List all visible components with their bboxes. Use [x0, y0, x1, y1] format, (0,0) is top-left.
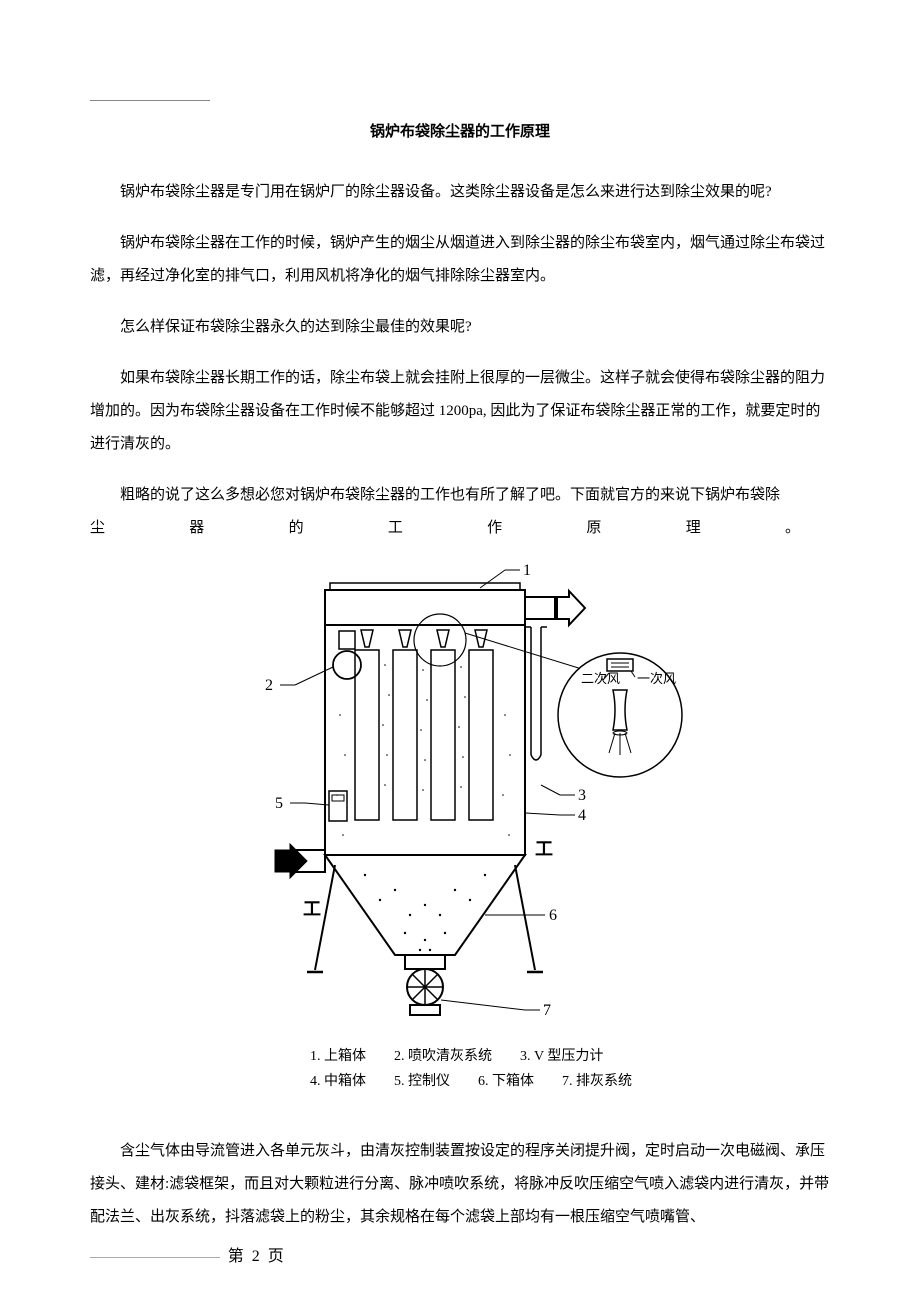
paragraph-3: 怎么样保证布袋除尘器永久的达到除尘最佳的效果呢? — [90, 311, 830, 344]
filter-bags — [355, 630, 493, 820]
page-number: 第 2 页 — [228, 1248, 286, 1265]
leader-1 — [480, 570, 505, 588]
legend-line-1: 1. 上箱体 2. 喷吹清灰系统 3. V 型压力计 — [310, 1048, 603, 1064]
pressure-marker-lower: 工 — [303, 899, 321, 919]
outlet-pipe — [525, 597, 555, 619]
paragraph-2: 锅炉布袋除尘器在工作的时候，锅炉产生的烟尘从烟道进入到除尘器的除尘布袋室内，烟气… — [90, 227, 830, 293]
upper-box — [325, 590, 525, 625]
document-title: 锅炉布袋除尘器的工作原理 — [90, 120, 830, 141]
char: 器 — [189, 512, 204, 545]
leader-4 — [525, 813, 560, 815]
paragraph-6: 含尘气体由导流管进入各单元灰斗，由清灰控制装置按设定的程序关闭提升阀，定时启动一… — [90, 1135, 830, 1234]
label-3: 3 — [578, 787, 586, 804]
page-container: 锅炉布袋除尘器的工作原理 锅炉布袋除尘器是专门用在锅炉厂的除尘器设备。这类除尘器… — [0, 0, 920, 1292]
blow-cap — [339, 631, 355, 649]
leader-3 — [541, 785, 560, 795]
char: 原 — [586, 512, 601, 545]
char: 理 — [686, 512, 701, 545]
dust-collector-diagram: 二次风 一次风 工 工 — [225, 555, 695, 1115]
paragraph-5-line1: 粗略的说了这么多想必您对锅炉布袋除尘器的工作也有所了解了吧。下面就官方的来说下锅… — [90, 479, 830, 512]
outlet-arrow-icon — [557, 591, 585, 625]
secondary-wind-label: 二次风 — [581, 671, 620, 686]
label-6: 6 — [549, 907, 557, 924]
label-7: 7 — [543, 1002, 551, 1019]
leader-7 — [441, 1000, 525, 1010]
char: 作 — [487, 512, 502, 545]
legend-line-2: 4. 中箱体 5. 控制仪 6. 下箱体 7. 排灰系统 — [310, 1073, 632, 1089]
char: 。 — [785, 512, 800, 545]
label-1: 1 — [523, 562, 531, 579]
header-decoration-line — [90, 100, 210, 101]
leg-right — [515, 865, 535, 970]
primary-wind-label: 一次风 — [637, 671, 676, 686]
char: 尘 — [90, 512, 105, 545]
diagram-container: 二次风 一次风 工 工 — [90, 555, 830, 1115]
label-2: 2 — [265, 677, 273, 694]
footer-decoration-line — [90, 1257, 220, 1258]
paragraph-4: 如果布袋除尘器长期工作的话，除尘布袋上就会挂附上很厚的一层微尘。这样子就会使得布… — [90, 362, 830, 461]
page-footer: 第 2 页 — [90, 1242, 830, 1266]
blow-valve — [333, 651, 361, 679]
label-4: 4 — [578, 807, 586, 824]
leader-2 — [295, 667, 333, 685]
discharge-flange — [405, 955, 445, 969]
upper-cap — [330, 583, 520, 590]
discharge-outlet — [410, 1005, 440, 1015]
pressure-marker-upper: 工 — [535, 839, 553, 859]
char: 的 — [289, 512, 304, 545]
v-pressure-gauge — [525, 627, 547, 760]
paragraph-4-text: 如果布袋除尘器长期工作的话，除尘布袋上就会挂附上很厚的一层微尘。这样子就会使得布… — [90, 370, 825, 452]
label-5: 5 — [275, 795, 283, 812]
char: 工 — [388, 512, 403, 545]
paragraph-5-line2: 尘 器 的 工 作 原 理 。 — [90, 512, 830, 545]
paragraph-1: 锅炉布袋除尘器是专门用在锅炉厂的除尘器设备。这类除尘器设备是怎么来进行达到除尘效… — [90, 176, 830, 209]
